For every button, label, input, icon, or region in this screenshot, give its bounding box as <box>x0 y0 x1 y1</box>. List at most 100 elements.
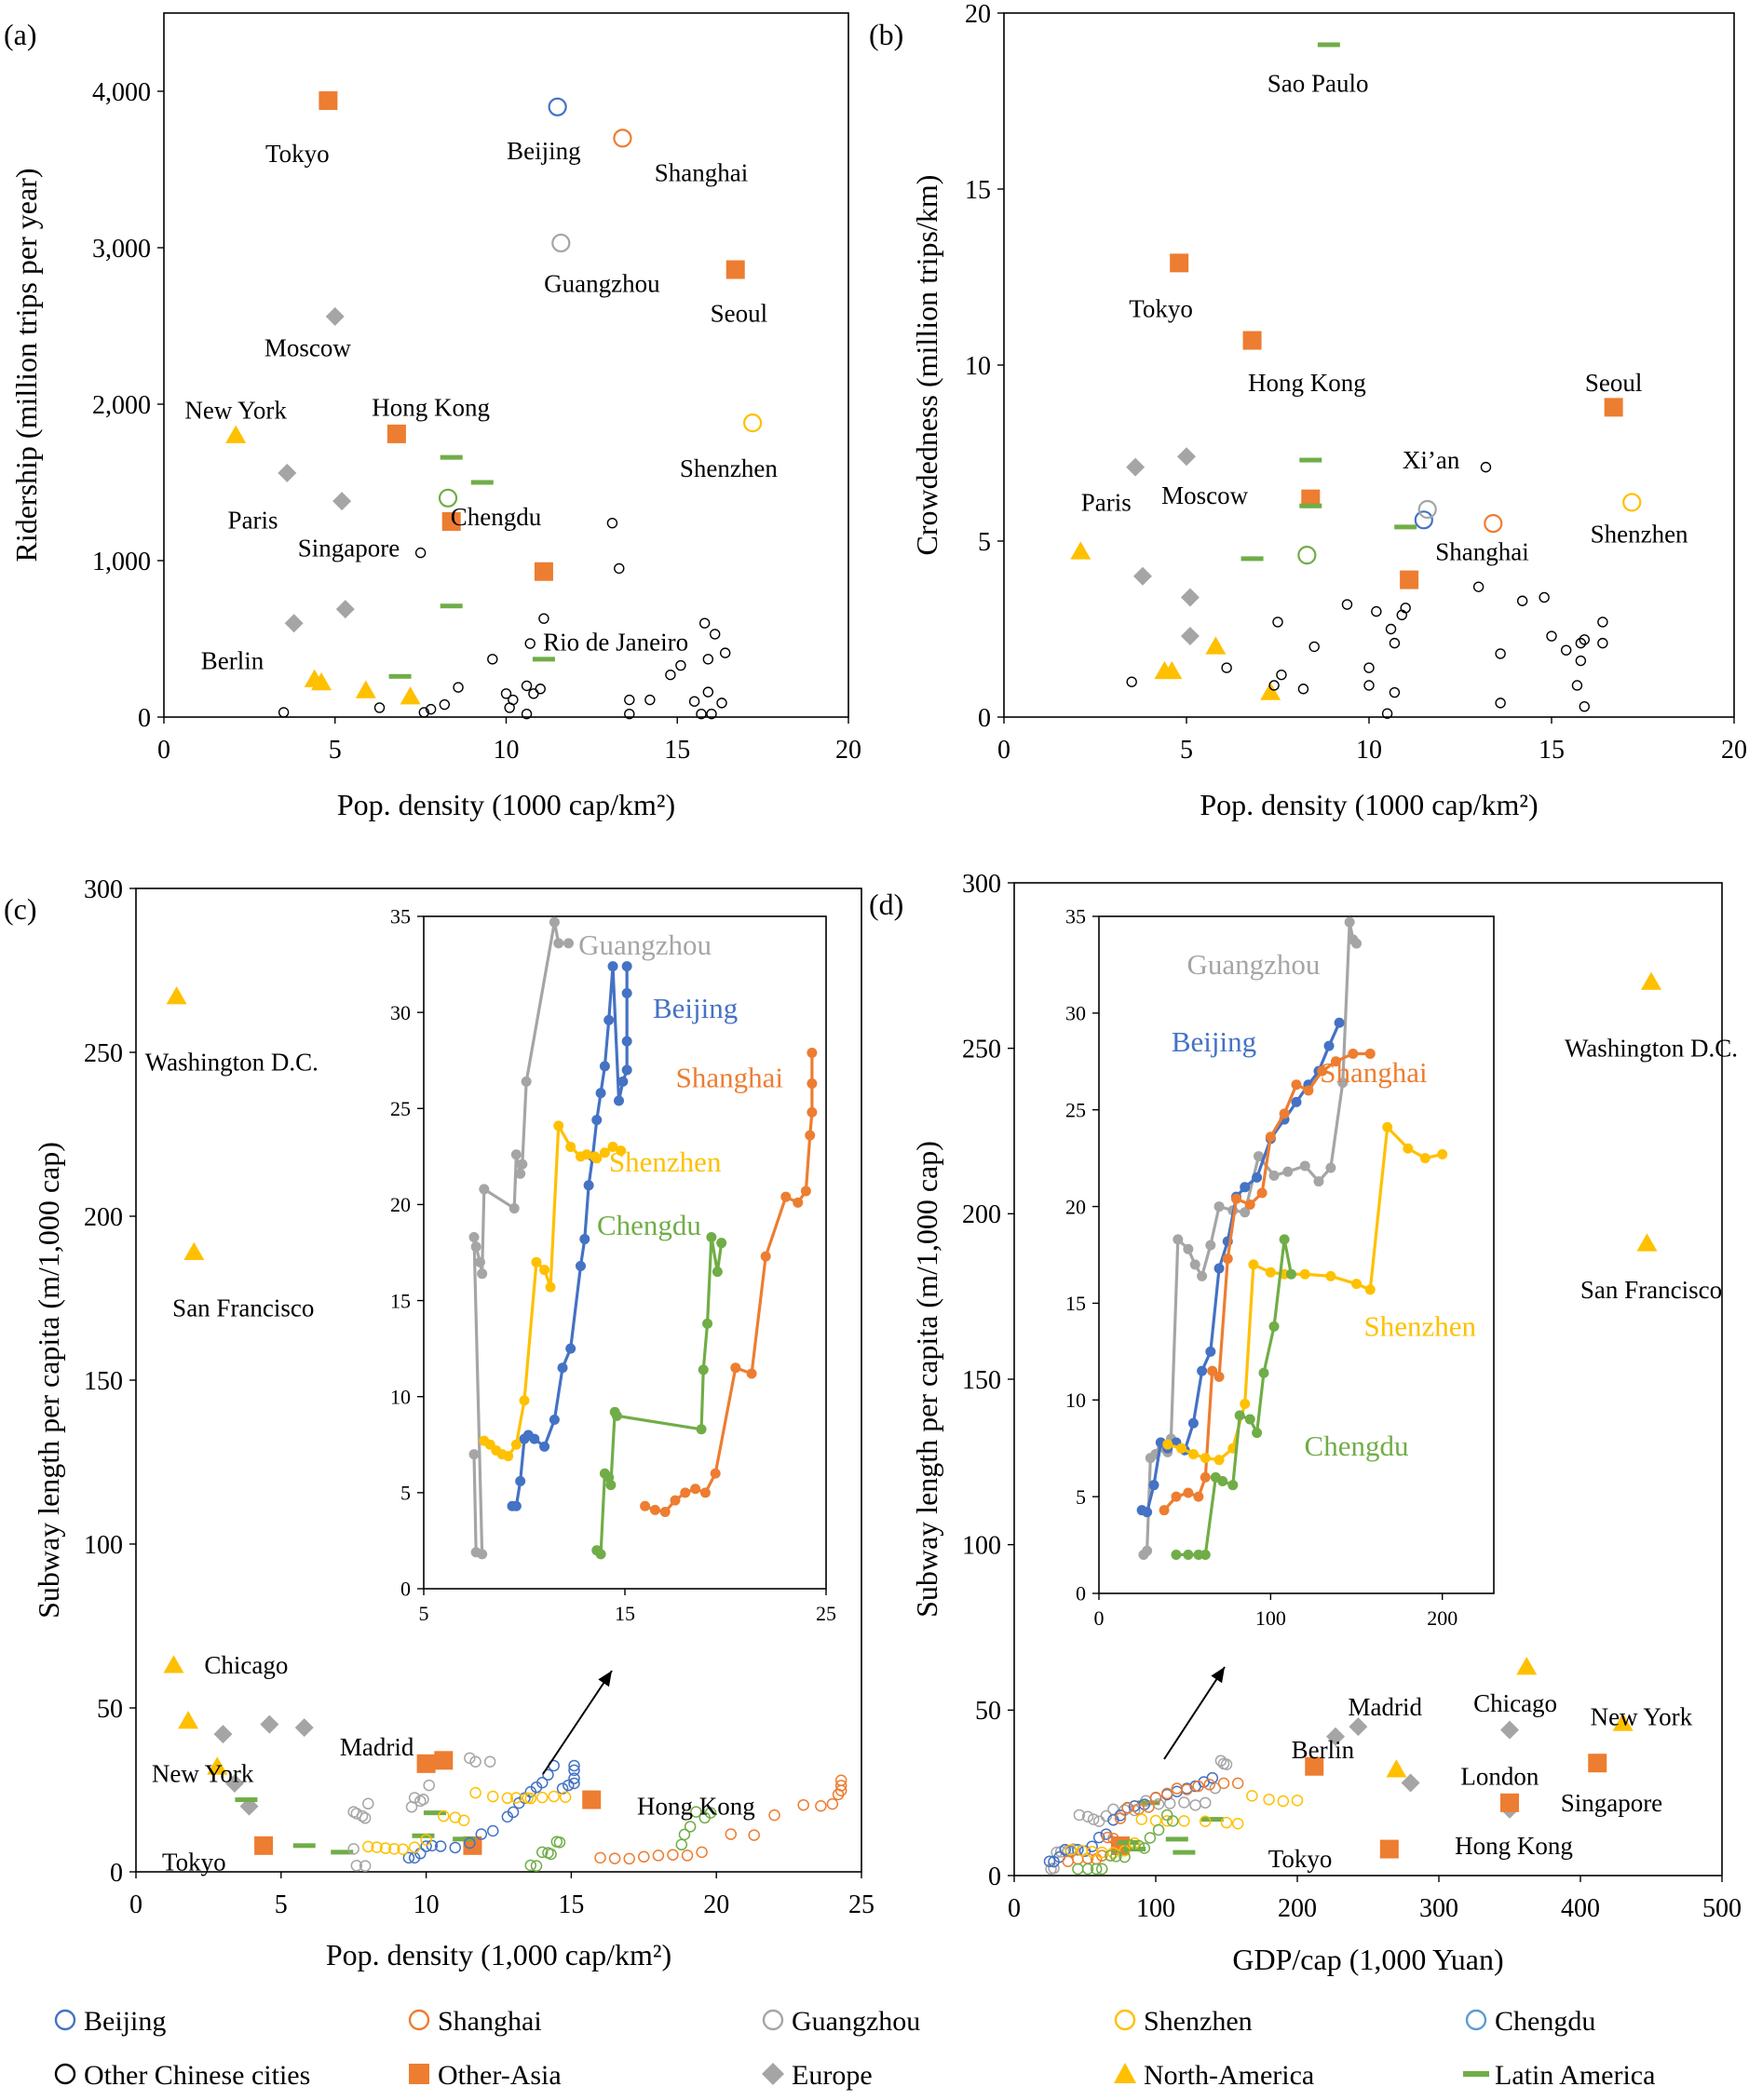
point-guangzhou <box>408 1792 421 1804</box>
point-beijing <box>1414 510 1433 530</box>
point-europe <box>224 1773 244 1793</box>
point-shenzhen <box>1220 1816 1233 1829</box>
city-annotation: London <box>1460 1762 1539 1790</box>
x-tick-label: 20 <box>835 736 861 765</box>
series-point-beijing <box>565 1343 576 1354</box>
panel-label: (b) <box>869 18 903 51</box>
point-other-asia <box>1301 489 1321 508</box>
series-point-shenzhen <box>545 1281 556 1293</box>
series-point-beijing <box>515 1475 526 1486</box>
point-latin-america <box>1173 1849 1196 1855</box>
point-beijing <box>507 1806 520 1819</box>
panel-label: (a) <box>4 18 37 51</box>
point-other-china <box>698 617 711 629</box>
point-chengdu <box>438 488 458 508</box>
series-line-guangzhou <box>472 921 569 1557</box>
point-shanghai <box>1203 1779 1216 1791</box>
x-tick-label: 0 <box>997 736 1010 765</box>
point-shenzhen <box>1277 1795 1290 1808</box>
point-latin-america <box>1317 42 1340 47</box>
series-point-shenzhen <box>591 1153 603 1164</box>
point-shenzhen <box>536 1791 549 1804</box>
series-point-beijing <box>549 1414 560 1425</box>
point-latin-america <box>1165 1836 1188 1842</box>
series-point-guangzhou <box>1351 938 1363 949</box>
series-point-beijing <box>1240 1182 1251 1193</box>
point-shenzhen <box>1199 1815 1212 1827</box>
point-chengdu <box>1110 1850 1122 1863</box>
point-shenzhen <box>1107 1847 1119 1859</box>
legend-marker-north-america <box>1114 2063 1136 2083</box>
series-point-guangzhou <box>477 1268 488 1280</box>
point-latin-america <box>440 454 463 460</box>
legend-label: Latin America <box>1495 2060 1655 2091</box>
series-point-chengdu <box>1244 1414 1255 1425</box>
panel-label: (c) <box>4 892 37 926</box>
series-point-guangzhou <box>563 938 575 949</box>
series-point-guangzhou <box>1313 1176 1324 1187</box>
city-annotation: San Francisco <box>172 1294 314 1322</box>
series-point-guangzhou <box>479 1184 490 1195</box>
x-tick-label: 15 <box>558 1890 584 1919</box>
point-guangzhou <box>1220 1758 1233 1770</box>
series-point-beijing <box>595 1088 606 1099</box>
y-tick-label: 20 <box>1065 1195 1086 1218</box>
city-annotation: New York <box>152 1759 254 1787</box>
panel-b: 0 5 10 15 20 0 5 10 15 20 (b) Pop. density (1000 ca… <box>869 0 1747 821</box>
series-point-shenzhen <box>607 1142 618 1153</box>
city-annotation: Rio de Janeiro <box>543 628 688 656</box>
series-point-chengdu <box>1183 1549 1194 1560</box>
series-point-beijing <box>583 1180 594 1191</box>
point-shenzhen <box>408 1841 421 1853</box>
point-shenzhen <box>524 1792 537 1805</box>
series-point-shanghai <box>649 1504 660 1515</box>
y-tick-label: 50 <box>97 1695 123 1724</box>
point-shanghai <box>608 1852 621 1864</box>
city-annotation: Shenzhen <box>680 454 778 482</box>
series-point-guangzhou <box>1142 1545 1153 1556</box>
point-other-china <box>675 659 686 671</box>
city-annotation: Berlin <box>1292 1736 1355 1764</box>
series-point-guangzhou <box>1189 1259 1200 1270</box>
point-shanghai <box>826 1797 839 1810</box>
series-label: Chengdu <box>597 1209 701 1241</box>
point-chengdu <box>536 1846 549 1859</box>
series-point-shanghai <box>730 1362 741 1374</box>
point-north-america <box>225 425 247 443</box>
point-shanghai <box>1107 1832 1119 1845</box>
city-annotation: Singapore <box>1561 1789 1662 1817</box>
point-latin-america <box>1299 503 1322 508</box>
point-chengdu <box>1124 1839 1136 1851</box>
series-point-chengdu <box>611 1410 622 1421</box>
point-shanghai <box>1102 1831 1114 1844</box>
inset-frame <box>1098 915 1495 1594</box>
city-annotation: Paris <box>228 506 278 534</box>
point-other-china <box>709 629 721 640</box>
y-tick-label: 25 <box>390 1097 411 1120</box>
series-point-chengdu <box>605 1480 617 1491</box>
point-beijing <box>568 1759 580 1772</box>
point-north-america <box>1205 636 1227 655</box>
point-other-china <box>1516 595 1528 606</box>
legend-marker-shenzhen <box>1114 2009 1136 2031</box>
point-shanghai <box>696 1846 708 1859</box>
point-shanghai <box>1149 1791 1162 1804</box>
x-tick-label: 5 <box>419 1602 429 1625</box>
point-shenzhen <box>1622 493 1642 512</box>
legend-marker-other-chinese-cities <box>54 2063 76 2085</box>
point-other-asia <box>725 260 745 279</box>
point-guangzhou <box>469 1755 481 1768</box>
point-other-china <box>1297 684 1309 695</box>
series-point-shanghai <box>640 1500 651 1511</box>
x-tick-label: 10 <box>494 736 520 765</box>
point-guangzhou <box>359 1860 372 1872</box>
point-beijing <box>548 97 567 116</box>
point-beijing <box>536 1777 549 1789</box>
point-other-china <box>535 684 546 695</box>
series-point-guangzhou <box>1282 1166 1294 1177</box>
y-tick-label: 20 <box>390 1193 411 1216</box>
city-annotation: Xi’an <box>1403 446 1460 474</box>
city-annotation: Washington D.C. <box>145 1049 319 1077</box>
y-tick-label: 25 <box>1065 1098 1086 1121</box>
point-shenzhen <box>438 1809 450 1822</box>
